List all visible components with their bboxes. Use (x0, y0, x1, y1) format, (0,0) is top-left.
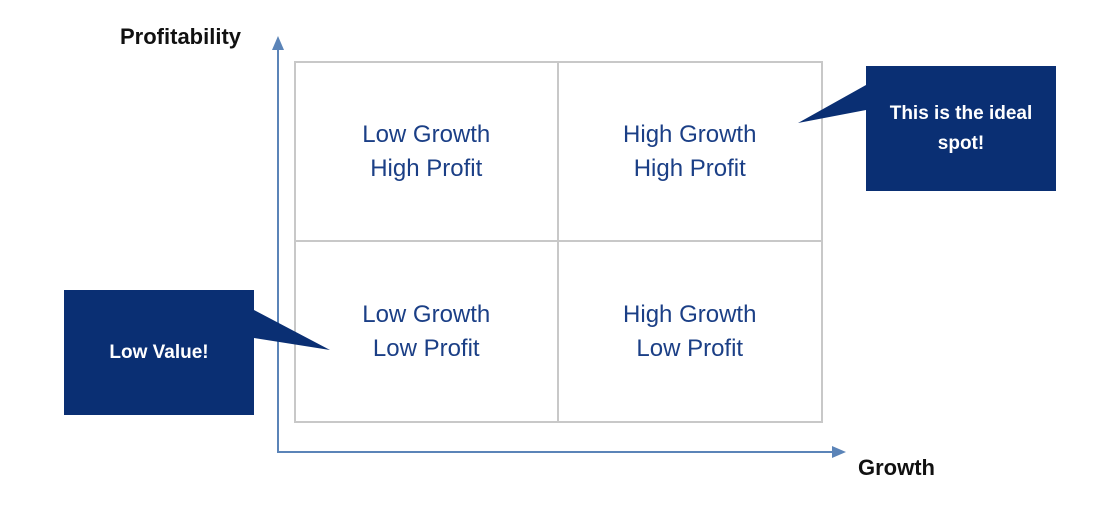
quadrant-label-line2: High Profit (370, 154, 483, 182)
ideal-callout-shape (798, 66, 1056, 191)
quadrant-label-line2: Low Profit (636, 334, 744, 362)
quadrant-matrix: Low Growth High Profit High Growth High … (294, 61, 823, 423)
quadrant-low-growth-high-profit: Low Growth High Profit (296, 63, 559, 242)
y-axis-arrow-icon (272, 36, 284, 50)
quadrant-label-line1: High Growth (623, 300, 757, 328)
quadrant-high-growth-high-profit: High Growth High Profit (558, 63, 821, 242)
quadrant-high-growth-low-profit: High Growth Low Profit (559, 242, 822, 421)
quadrant-low-growth-low-profit: Low Growth Low Profit (296, 242, 559, 421)
quadrant-label-line1: Low Growth (362, 300, 491, 328)
quadrant-label-line2: Low Profit (372, 334, 480, 362)
x-axis-title: Growth (858, 455, 935, 480)
y-axis-title: Profitability (120, 24, 242, 49)
x-axis-arrow-icon (832, 446, 846, 458)
low-value-callout-text: Low Value! (109, 341, 209, 363)
quadrant-label-line1: High Growth (623, 120, 757, 148)
ideal-callout-text: This is the ideal spot! (889, 102, 1033, 154)
low-value-callout-shape (64, 290, 330, 415)
quadrant-label-line1: Low Growth (362, 120, 491, 148)
quadrant-label-line2: High Profit (633, 154, 746, 182)
